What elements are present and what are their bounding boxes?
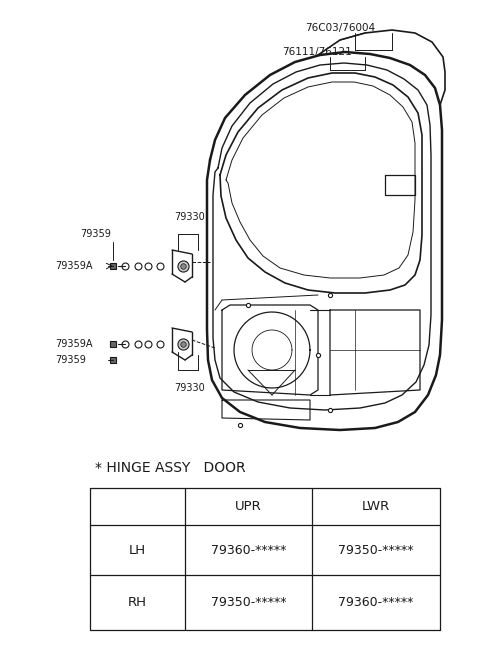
Text: 79330: 79330 — [175, 383, 205, 393]
Text: LWR: LWR — [362, 500, 390, 513]
Text: 79350-*****: 79350-***** — [211, 596, 286, 609]
Text: UPR: UPR — [235, 500, 262, 513]
Text: 79359: 79359 — [80, 229, 111, 239]
Text: 79359: 79359 — [55, 355, 86, 365]
Text: 79350-*****: 79350-***** — [338, 543, 414, 556]
Text: 79359A: 79359A — [55, 339, 93, 349]
Text: * HINGE ASSY   DOOR: * HINGE ASSY DOOR — [95, 461, 246, 475]
Text: 79360-*****: 79360-***** — [338, 596, 414, 609]
Text: 79330: 79330 — [175, 212, 205, 222]
Text: RH: RH — [128, 596, 147, 609]
Text: 76C03/76004: 76C03/76004 — [305, 23, 375, 33]
Text: 79360-*****: 79360-***** — [211, 543, 286, 556]
Text: 79359A: 79359A — [55, 261, 93, 271]
Text: LH: LH — [129, 543, 146, 556]
Text: 76111/76121: 76111/76121 — [282, 47, 352, 57]
